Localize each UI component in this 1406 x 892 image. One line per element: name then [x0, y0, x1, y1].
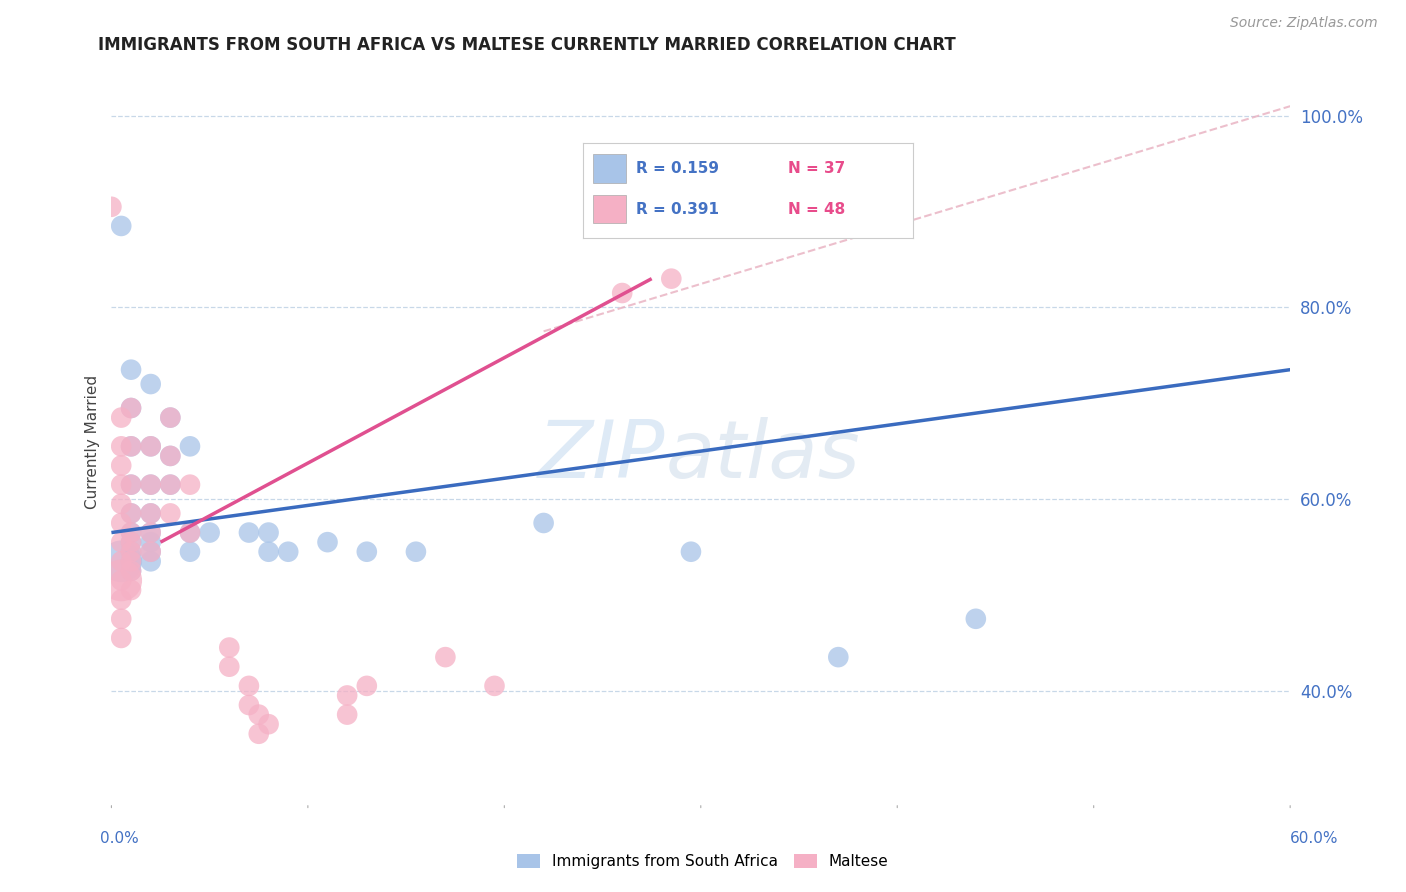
Point [139, 535, 162, 549]
Point [679, 545, 702, 559]
Point [110, 631, 132, 645]
Point [218, 659, 240, 673]
Point [100, 200, 122, 214]
Point [120, 507, 142, 521]
Point [336, 707, 359, 722]
Point [405, 545, 427, 559]
Point [110, 516, 132, 530]
Point [139, 554, 162, 568]
Point [179, 439, 201, 453]
Point [120, 564, 142, 578]
Point [139, 525, 162, 540]
Point [247, 727, 270, 741]
Point [120, 401, 142, 415]
Point [612, 286, 634, 301]
Text: 0.0%: 0.0% [100, 831, 139, 846]
Point [139, 525, 162, 540]
Point [120, 362, 142, 376]
Point [533, 516, 555, 530]
Point [659, 271, 682, 285]
Point [827, 650, 849, 665]
Point [159, 477, 181, 491]
Point [120, 439, 142, 453]
Point [336, 689, 359, 703]
Point [120, 545, 142, 559]
Point [484, 679, 506, 693]
Point [120, 507, 142, 521]
Point [110, 612, 132, 626]
Point [965, 612, 987, 626]
Point [120, 535, 142, 549]
Point [139, 507, 162, 521]
Point [257, 545, 280, 559]
Point [238, 525, 260, 540]
Point [159, 410, 181, 425]
Point [139, 377, 162, 392]
Text: atlas: atlas [665, 417, 860, 495]
Text: Source: ZipAtlas.com: Source: ZipAtlas.com [1230, 16, 1378, 29]
Point [159, 410, 181, 425]
Text: ZIP: ZIP [538, 417, 665, 495]
Point [120, 535, 142, 549]
Point [110, 497, 132, 511]
Point [247, 707, 270, 722]
Point [316, 535, 339, 549]
Point [110, 554, 132, 568]
Y-axis label: Currently Married: Currently Married [86, 375, 100, 508]
Point [120, 582, 142, 597]
Point [120, 525, 142, 540]
Point [110, 439, 132, 453]
Point [120, 401, 142, 415]
Point [179, 545, 201, 559]
Text: 60.0%: 60.0% [1291, 831, 1339, 846]
Point [198, 525, 221, 540]
Point [110, 458, 132, 473]
Point [110, 535, 132, 549]
Point [159, 449, 181, 463]
Point [159, 449, 181, 463]
Legend: Immigrants from South Africa, Maltese: Immigrants from South Africa, Maltese [512, 848, 894, 875]
Point [179, 525, 201, 540]
Point [257, 525, 280, 540]
Point [139, 545, 162, 559]
Point [159, 477, 181, 491]
Point [277, 545, 299, 559]
Point [179, 477, 201, 491]
Point [356, 545, 378, 559]
Point [139, 439, 162, 453]
Point [120, 477, 142, 491]
Point [110, 574, 132, 588]
Text: IMMIGRANTS FROM SOUTH AFRICA VS MALTESE CURRENTLY MARRIED CORRELATION CHART: IMMIGRANTS FROM SOUTH AFRICA VS MALTESE … [98, 36, 956, 54]
Point [120, 477, 142, 491]
Point [110, 219, 132, 233]
Point [218, 640, 240, 655]
Point [179, 525, 201, 540]
Point [120, 439, 142, 453]
Point [139, 439, 162, 453]
Point [120, 554, 142, 568]
Point [434, 650, 457, 665]
Point [139, 477, 162, 491]
Point [257, 717, 280, 731]
Point [120, 564, 142, 578]
Point [139, 507, 162, 521]
Point [120, 545, 142, 559]
Point [110, 592, 132, 607]
Point [238, 679, 260, 693]
Point [120, 554, 142, 568]
Point [120, 525, 142, 540]
Point [110, 574, 132, 588]
Point [139, 477, 162, 491]
Point [110, 477, 132, 491]
Point [139, 545, 162, 559]
Point [159, 507, 181, 521]
Point [110, 410, 132, 425]
Point [238, 698, 260, 712]
Point [356, 679, 378, 693]
Point [110, 554, 132, 568]
